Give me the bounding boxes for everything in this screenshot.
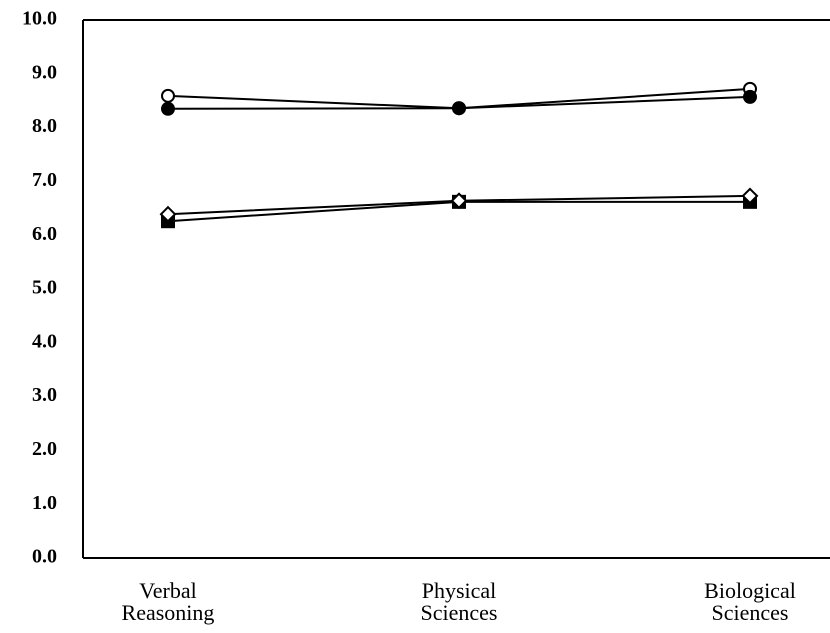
x-tick-label: Verbal Reasoning bbox=[121, 578, 215, 625]
marker bbox=[161, 88, 175, 103]
marker bbox=[159, 205, 177, 223]
marker bbox=[450, 192, 468, 210]
y-tick-label: 1.0 bbox=[32, 492, 57, 514]
marker bbox=[741, 187, 759, 205]
y-tick-label: 4.0 bbox=[32, 330, 57, 352]
y-tick-label: 7.0 bbox=[32, 169, 57, 191]
marker bbox=[743, 89, 757, 104]
y-tick-label: 2.0 bbox=[32, 438, 57, 460]
y-tick-label: 9.0 bbox=[32, 61, 57, 83]
x-tick-label: Physical Sciences bbox=[420, 578, 498, 625]
x-tick-label: Biological Sciences bbox=[704, 578, 796, 625]
y-tick-label: 5.0 bbox=[32, 277, 57, 299]
y-tick-label: 0.0 bbox=[32, 546, 57, 568]
marker bbox=[452, 101, 466, 116]
y-tick-label: 8.0 bbox=[32, 115, 57, 137]
y-tick-label: 3.0 bbox=[32, 384, 57, 406]
y-tick-label: 10.0 bbox=[22, 8, 57, 30]
marker bbox=[161, 101, 175, 116]
y-tick-label: 6.0 bbox=[32, 223, 57, 245]
